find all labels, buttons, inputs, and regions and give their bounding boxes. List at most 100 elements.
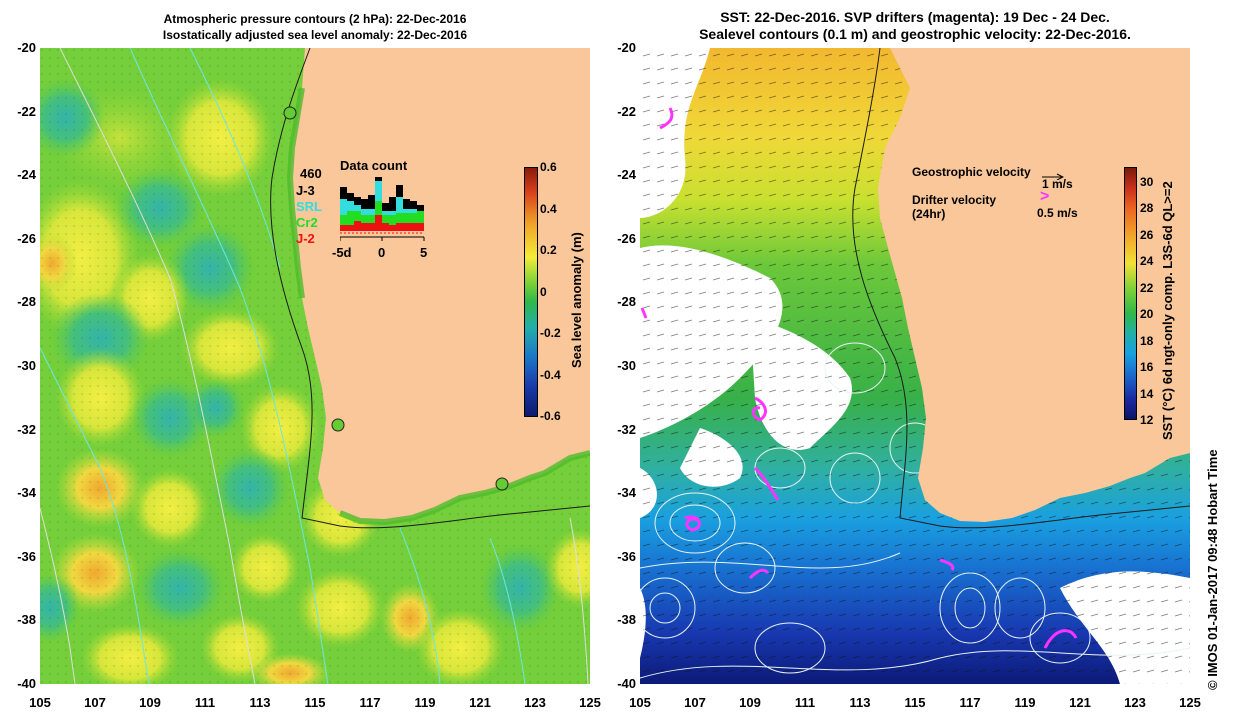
continental-shelf-line	[852, 48, 1190, 529]
data-count-axis-max: 5	[420, 245, 428, 260]
data-count-total: 460	[300, 166, 322, 181]
y-tick: -30	[617, 358, 636, 373]
x-tick: 115	[904, 695, 926, 710]
y-tick: -36	[617, 549, 636, 564]
x-tick: 123	[1124, 695, 1146, 710]
y-tick: -24	[17, 167, 36, 182]
tide-gauge-exmouth[interactable]	[283, 106, 297, 120]
x-tick: 125	[1179, 695, 1201, 710]
right-title-line1: SST: 22-Dec-2016. SVP drifters (magenta)…	[720, 9, 1110, 25]
x-tick: 111	[794, 695, 816, 710]
y-tick: -34	[617, 485, 636, 500]
sst-tick: 18	[1140, 334, 1154, 348]
y-tick: -38	[17, 612, 36, 627]
pressure-contours	[40, 48, 589, 684]
geostrophic-scale: 1 m/s	[1042, 177, 1073, 191]
x-tick: 121	[1069, 695, 1091, 710]
drifter-legend: Drifter velocity (24hr)	[912, 193, 996, 221]
sst-tick: 26	[1140, 228, 1154, 242]
sla-tick: 0.2	[540, 243, 557, 257]
x-tick: 105	[629, 695, 651, 710]
x-tick: 113	[849, 695, 871, 710]
left-title-line1: Atmospheric pressure contours (2 hPa): 2…	[163, 12, 467, 26]
tide-gauge-fremantle[interactable]	[331, 418, 345, 432]
y-tick: -34	[17, 485, 36, 500]
sst-colorbar	[1124, 167, 1137, 420]
sst-tick: 16	[1140, 360, 1154, 374]
sla-tick: 0.4	[540, 202, 557, 216]
data-count-inset: Data count 460 J-3 SRL Cr2 J-2 -5d 0 5	[296, 158, 446, 263]
sla-colorbar-label: Sea level anomaly (m)	[569, 232, 584, 368]
drifter-velocity-sub: (24hr)	[912, 207, 946, 221]
x-tick: 117	[359, 695, 381, 710]
legend-srl: SRL	[296, 199, 322, 214]
right-panel-title: SST: 22-Dec-2016. SVP drifters (magenta)…	[640, 9, 1190, 43]
y-tick: -32	[617, 422, 636, 437]
x-tick: 123	[524, 695, 546, 710]
sst-tick: 14	[1140, 387, 1154, 401]
sla-colorbar	[524, 167, 538, 417]
legend-j2: J-2	[296, 231, 315, 246]
legend-cr2: Cr2	[296, 215, 318, 230]
sst-tick: 30	[1140, 175, 1154, 189]
y-tick: -38	[617, 612, 636, 627]
land-mask-australia	[290, 48, 590, 522]
drifter-tracks	[640, 107, 1078, 649]
x-tick: 105	[29, 695, 51, 710]
sla-tick: -0.6	[540, 409, 561, 423]
geostrophic-velocity-label: Geostrophic velocity	[912, 165, 1031, 179]
sea-level-anomaly-map	[40, 48, 590, 684]
sst-colorbar-label: SST (°C) 6d ngt-only comp. L3S-6d QL>=2	[1160, 181, 1175, 440]
x-tick: 109	[739, 695, 761, 710]
sst-tick: 28	[1140, 201, 1154, 215]
sst-tick: 22	[1140, 281, 1154, 295]
y-tick: -40	[617, 676, 636, 691]
y-tick: -24	[617, 167, 636, 182]
y-tick: -22	[617, 104, 636, 119]
x-tick: 115	[304, 695, 326, 710]
x-tick: 119	[414, 695, 436, 710]
x-tick: 113	[249, 695, 271, 710]
data-count-title: Data count	[340, 158, 408, 173]
y-tick: -40	[17, 676, 36, 691]
drifter-velocity-label: Drifter velocity	[912, 193, 997, 207]
x-tick: 109	[139, 695, 161, 710]
tide-gauge-esperance[interactable]	[495, 477, 509, 491]
x-tick: 125	[579, 695, 601, 710]
y-tick: -26	[17, 231, 36, 246]
sla-tick: 0.6	[540, 160, 557, 174]
sla-tick: -0.4	[540, 368, 561, 382]
y-tick: -30	[17, 358, 36, 373]
geostrophic-arrow-icon	[1042, 169, 1065, 181]
x-tick: 119	[1014, 695, 1036, 710]
sst-tick: 20	[1140, 307, 1154, 321]
land-inset-top	[330, 48, 420, 83]
continental-shelf-line	[270, 48, 590, 529]
left-title-line2: Isostatically adjusted sea level anomaly…	[162, 28, 468, 42]
sst-map	[640, 48, 1190, 684]
data-count-histogram	[340, 177, 425, 241]
credit-text: © IMOS 01-Jan-2017 09:48 Hobart Time	[1205, 449, 1220, 690]
sst-tick: 12	[1140, 413, 1154, 427]
y-tick: -26	[617, 231, 636, 246]
left-panel-title: Atmospheric pressure contours (2 hPa): 2…	[40, 11, 590, 43]
drifter-symbol-icon: >	[1040, 188, 1050, 205]
sst-tick: 24	[1140, 254, 1154, 268]
y-tick: -20	[17, 40, 36, 55]
data-count-axis-min: -5d	[332, 245, 352, 260]
coast-fringe	[286, 87, 590, 526]
y-tick: -28	[617, 294, 636, 309]
legend-j3: J-3	[296, 183, 315, 198]
y-tick: -32	[17, 422, 36, 437]
data-count-legend: J-3 SRL Cr2 J-2	[296, 183, 322, 247]
y-tick: -28	[17, 294, 36, 309]
sla-tick: 0	[540, 285, 547, 299]
y-tick: -20	[617, 40, 636, 55]
land-mask-australia	[878, 48, 1190, 522]
drifter-scale: 0.5 m/s	[1037, 206, 1078, 220]
right-title-line2: Sealevel contours (0.1 m) and geostrophi…	[699, 26, 1131, 42]
sla-tick: -0.2	[540, 326, 561, 340]
x-tick: 107	[84, 695, 106, 710]
y-tick: -22	[17, 104, 36, 119]
x-tick: 121	[469, 695, 491, 710]
